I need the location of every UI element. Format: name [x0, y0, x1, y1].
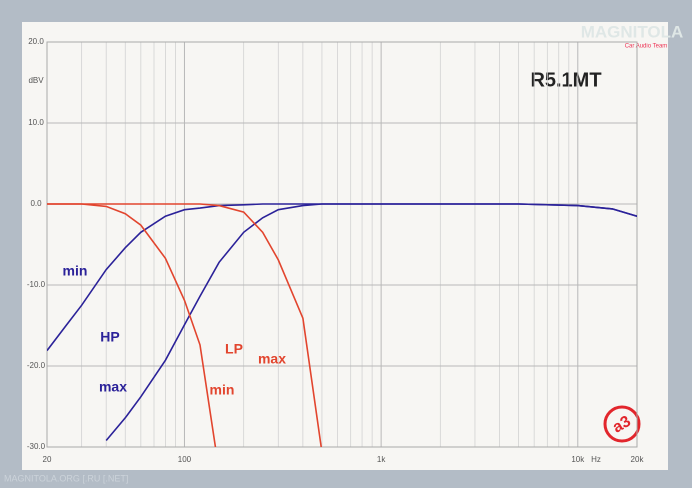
x-tick-label: 100	[178, 455, 192, 464]
watermark-sub: Car Audio Team	[625, 44, 668, 50]
annotation: LP	[225, 341, 243, 357]
logo-ring	[603, 405, 641, 443]
annotation: max	[258, 351, 286, 367]
y-tick-label: -10.0	[27, 280, 46, 289]
y-unit: dBV	[28, 76, 44, 85]
lines	[47, 203, 637, 447]
y-tick-label: 0.0	[30, 199, 42, 208]
x-tick-label: 20k	[631, 455, 645, 464]
response-curve	[105, 203, 637, 442]
logo: a3	[610, 413, 634, 437]
chart-title: R5.1MT	[530, 69, 601, 91]
y-tick-label: 10.0	[28, 118, 44, 127]
footer: MAGNITOLA.ORG [.RU [.NET]	[4, 473, 128, 483]
x-unit: Hz	[591, 455, 601, 464]
annotation: min	[210, 382, 235, 398]
response-curve	[47, 203, 323, 447]
y-tick-label: -30.0	[27, 442, 46, 451]
y-tick-label: 20.0	[28, 37, 44, 46]
x-tick-label: 20	[43, 455, 52, 464]
y-tick-label: -20.0	[27, 361, 46, 370]
chart-panel	[22, 22, 668, 470]
annotation: max	[99, 379, 127, 395]
plot-frame	[46, 41, 638, 448]
annotation: HP	[100, 329, 119, 345]
x-tick-label: 10k	[571, 455, 585, 464]
annotation: min	[63, 263, 88, 279]
x-tick-label: 1k	[377, 455, 386, 464]
watermark: MAGNITOLA	[581, 22, 684, 41]
